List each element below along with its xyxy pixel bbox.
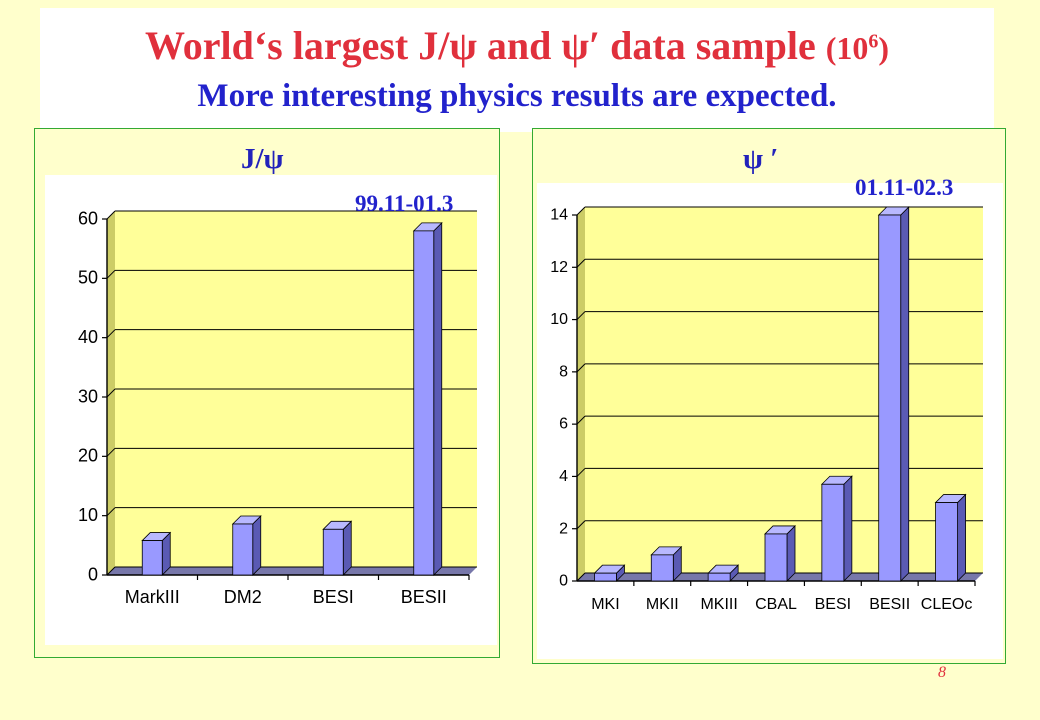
jpsi-chart-area: 0 10 20 30 40 50 60 MarkIII DM2 BESI BESII [45, 175, 497, 645]
jpsi-chart: 0 10 20 30 40 50 60 MarkIII DM2 BESI BESII [78, 208, 477, 607]
bar-side [900, 206, 910, 582]
bar-cleoc [935, 502, 958, 582]
bar-side [433, 221, 443, 576]
grid-diagonal [106, 210, 116, 220]
sample-unit-close: ) [878, 30, 890, 66]
y-tick-label: 10 [550, 311, 568, 328]
y-tick-label: 50 [78, 268, 98, 288]
bar-side [342, 520, 352, 576]
y-tick-label: 0 [88, 564, 98, 584]
bar-side [843, 475, 853, 582]
y-tick-label: 8 [559, 363, 568, 380]
y-tick-label: 60 [78, 208, 98, 228]
plot-back-wall [585, 207, 983, 573]
y-tick-label: 12 [550, 259, 568, 276]
x-tick-label: BESI [815, 596, 851, 613]
x-tick-label: BESI [313, 587, 354, 607]
jpsi-panel: J/ψ 0 10 20 30 40 50 60 MarkIII DM2 BESI BESII 99.… [34, 128, 500, 658]
slide-title-main: World‘s largest J/ψ and ψ′ data sample [144, 23, 816, 68]
psiprime-chart-area: 0 2 4 6 8 10 12 14 MKI MKII MKIII CBAL BESI BESII CLEO… [537, 183, 1003, 659]
bar-side [957, 493, 966, 582]
slide-subtitle: More interesting physics results are exp… [197, 78, 837, 114]
grid-diagonal [576, 572, 586, 582]
title-box: World‘s largest J/ψ and ψ′ data sample (… [40, 8, 994, 132]
y-tick-label: 0 [559, 573, 568, 590]
bar-mkiii [707, 572, 731, 582]
sample-unit-exponent: 6 [868, 30, 879, 53]
grid-diagonal [106, 447, 116, 457]
x-tick-label: CBAL [755, 596, 797, 613]
bar-mki [594, 572, 617, 582]
x-tick-label: MKIII [700, 596, 737, 613]
y-tick-label: 6 [559, 416, 568, 433]
grid-diagonal [576, 311, 586, 320]
y-tick-label: 14 [550, 207, 568, 224]
x-tick-label: BESII [869, 596, 910, 613]
plot-floor [107, 567, 477, 575]
bar-side [252, 515, 262, 576]
psiprime-panel: ψ ′ 0 2 4 6 8 10 12 14 MKI MKII MKIII CBAL BESI BESII… [532, 128, 1006, 664]
x-tick-label: CLEOc [921, 596, 973, 613]
bar-dm2 [232, 523, 254, 576]
y-tick-label: 2 [559, 520, 568, 537]
jpsi-period-label: 99.11-01.3 [355, 191, 454, 216]
y-tick-label: 10 [78, 505, 98, 525]
y-tick-label: 40 [78, 327, 98, 347]
bar-side [786, 524, 796, 582]
psiprime-chart: 0 2 4 6 8 10 12 14 MKI MKII MKIII CBAL BESI BESII CLEO… [550, 206, 983, 613]
x-tick-label: BESII [401, 587, 447, 607]
x-tick-label: DM2 [224, 587, 262, 607]
grid-diagonal [576, 363, 586, 373]
bar-mkii [650, 554, 674, 582]
grid-diagonal [106, 507, 116, 517]
x-tick-label: MarkIII [125, 587, 180, 607]
sample-unit: (106) [826, 30, 889, 66]
bar-cbal [764, 533, 788, 582]
psiprime-panel-label: ψ ′ [743, 143, 779, 175]
grid-diagonal [106, 388, 116, 398]
grid-diagonal [576, 415, 586, 425]
y-tick-label: 30 [78, 386, 98, 406]
bar-besi [821, 483, 845, 582]
bar-besi [322, 528, 344, 576]
x-tick-label: MKI [591, 596, 619, 613]
sample-unit-open: (10 [825, 30, 869, 66]
page-number: 8 [938, 664, 946, 681]
jpsi-panel-label: J/ψ [241, 143, 284, 175]
y-tick-label: 4 [559, 468, 568, 485]
bar-besii [413, 230, 435, 576]
bar-besii [878, 214, 902, 582]
bar-markiii [141, 540, 163, 576]
grid-diagonal [106, 566, 116, 576]
grid-diagonal [576, 206, 586, 216]
psiprime-period-label: 01.11-02.3 [855, 175, 954, 200]
plot-side-wall [577, 207, 585, 581]
grid-diagonal [106, 269, 116, 279]
x-tick-label: MKII [646, 596, 679, 613]
grid-diagonal [576, 258, 586, 268]
grid-diagonal [106, 329, 116, 339]
grid-diagonal [576, 520, 586, 530]
grid-diagonal [576, 468, 586, 477]
y-tick-label: 20 [78, 446, 98, 466]
slide-title: World‘s largest J/ψ and ψ′ data sample (… [40, 22, 994, 69]
